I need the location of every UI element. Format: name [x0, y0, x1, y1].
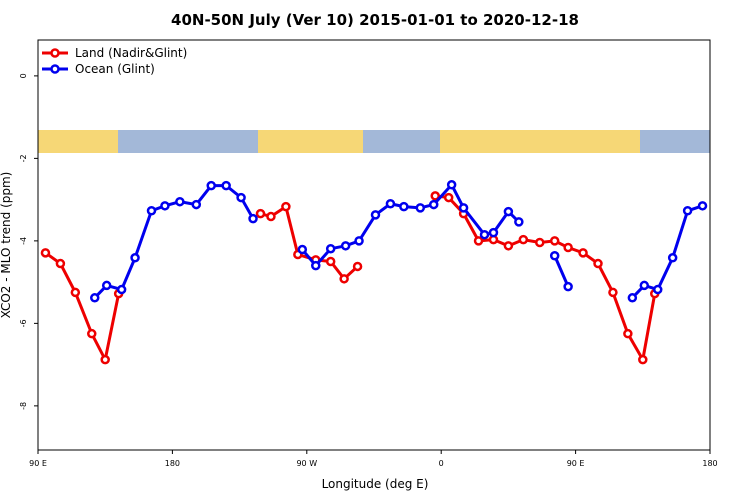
data-point — [116, 284, 127, 295]
data-point — [514, 217, 524, 227]
data-point — [248, 213, 258, 224]
data-point — [488, 227, 499, 238]
data-point — [479, 229, 490, 240]
map-strip — [38, 130, 710, 153]
y-tick-label: 0 — [19, 73, 28, 78]
data-point — [221, 180, 231, 191]
data-point — [638, 354, 648, 365]
data-point — [325, 243, 336, 254]
data-point — [370, 210, 381, 220]
data-point — [354, 236, 364, 246]
data-point — [160, 201, 170, 211]
data-point — [428, 199, 439, 210]
y-tick-label: -8 — [19, 402, 28, 410]
data-point — [473, 236, 484, 246]
data-point — [608, 287, 618, 298]
legend-marker — [50, 48, 60, 58]
data-point — [325, 256, 336, 267]
x-tick-label: 180 — [165, 459, 180, 468]
y-tick-label: -6 — [19, 319, 28, 327]
data-point — [578, 248, 588, 258]
data-point — [563, 242, 573, 253]
x-tick-label: 90 W — [296, 459, 317, 468]
x-tick-label: 90 E — [29, 459, 47, 468]
data-point — [503, 206, 514, 217]
data-point — [255, 208, 266, 219]
x-axis-label: Longitude (deg E) — [322, 477, 429, 491]
data-point — [697, 201, 708, 211]
data-point — [682, 206, 693, 216]
data-point — [399, 201, 409, 212]
data-point — [593, 258, 603, 269]
data-point — [340, 241, 351, 251]
data-point — [639, 280, 650, 291]
data-point — [430, 191, 440, 201]
data-point — [191, 199, 202, 210]
data-point — [297, 244, 308, 255]
data-point — [352, 261, 363, 272]
y-tick-label: -2 — [19, 154, 28, 162]
y-tick-label: -4 — [19, 237, 28, 245]
data-point — [281, 201, 291, 212]
chart-title: 40N-50N July (Ver 10) 2015-01-01 to 2020… — [171, 11, 579, 29]
data-point — [518, 234, 529, 245]
plot-frame — [37, 39, 711, 451]
data-point — [40, 248, 51, 258]
data-point — [443, 192, 454, 203]
data-point — [101, 280, 112, 291]
data-point — [266, 211, 276, 222]
legend-marker — [50, 64, 60, 74]
data-point — [175, 196, 185, 207]
data-point — [549, 236, 560, 246]
data-point — [55, 258, 66, 269]
data-point — [458, 203, 469, 213]
data-point — [100, 354, 110, 365]
x-tick-label: 0 — [439, 459, 444, 468]
data-point — [415, 203, 426, 213]
data-point — [89, 293, 100, 303]
data-point — [339, 274, 349, 284]
data-point — [667, 253, 678, 263]
data-point — [652, 284, 663, 295]
data-point — [311, 260, 321, 271]
y-axis-label: XCO2 - MLO trend (ppm) — [0, 172, 13, 319]
legend-label: Ocean (Glint) — [75, 62, 155, 76]
data-point — [385, 199, 396, 209]
data-point — [627, 293, 638, 303]
data-point — [503, 241, 514, 251]
data-point — [87, 328, 97, 339]
data-point — [236, 192, 246, 203]
x-tick-label: 90 E — [567, 459, 585, 468]
data-point — [549, 250, 560, 261]
data-point — [146, 206, 157, 216]
data-point — [563, 281, 573, 292]
legend-label: Land (Nadir&Glint) — [75, 46, 187, 60]
data-point — [130, 253, 140, 263]
data-point — [206, 180, 216, 191]
data-point — [446, 180, 457, 190]
data-point — [70, 287, 81, 298]
data-point — [623, 328, 633, 339]
series-line — [93, 182, 704, 299]
x-tick-label: 180 — [702, 459, 717, 468]
data-point — [535, 237, 545, 248]
